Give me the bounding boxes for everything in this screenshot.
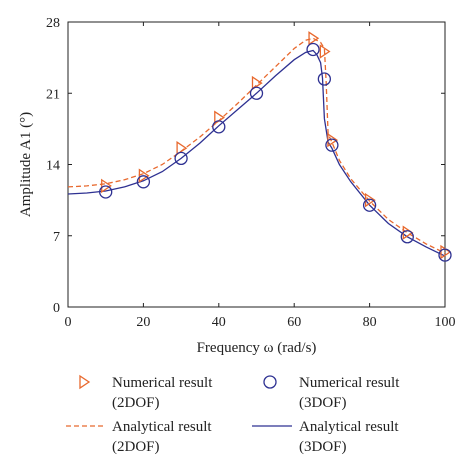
y-tick-label-21: 21 <box>46 87 60 102</box>
data-point-numerical-result-3dof-50 <box>249 86 264 100</box>
data-point-numerical-result-3dof-68 <box>317 72 332 86</box>
data-point-numerical-result-3dof-10 <box>99 185 113 199</box>
data-point-numerical-result-2dof-10 <box>101 178 112 194</box>
series-markers <box>99 31 452 262</box>
data-point-numerical-result-2dof-30 <box>176 140 188 156</box>
legend-label-numerical-3dof-line1: Numerical result <box>299 375 400 391</box>
legend-swatch-numerical-3dof <box>263 375 277 389</box>
y-tick-label-7: 7 <box>53 230 60 245</box>
legend-label-analytical-3dof-line2: (3DOF) <box>299 439 347 455</box>
data-point-numerical-result-2dof-50 <box>251 75 263 91</box>
data-point-numerical-result-2dof-65 <box>308 31 320 46</box>
x-tick-label-60: 60 <box>287 315 301 330</box>
data-point-numerical-result-3dof-90 <box>400 230 414 244</box>
legend-label-numerical-2dof-line2: (2DOF) <box>112 395 160 411</box>
data-point-numerical-result-3dof-30 <box>174 151 188 166</box>
legend-swatch-numerical-2dof <box>79 374 91 390</box>
legend-label-analytical-3dof-line1: Analytical result <box>299 419 399 435</box>
legend: Numerical result (2DOF) Numerical result… <box>66 374 400 455</box>
data-point-numerical-result-2dof-68 <box>319 44 331 59</box>
data-point-numerical-result-3dof-40 <box>212 120 226 134</box>
legend-label-analytical-2dof-line1: Analytical result <box>112 419 212 435</box>
data-point-numerical-result-3dof-20 <box>136 175 151 189</box>
legend-label-analytical-2dof-line2: (2DOF) <box>112 439 160 455</box>
y-axis-label: Amplitude A1 (°) <box>18 112 34 217</box>
legend-label-numerical-3dof-line2: (3DOF) <box>299 395 347 411</box>
x-tick-label-40: 40 <box>212 315 226 330</box>
y-tick-label-28: 28 <box>46 16 60 31</box>
plot-frame <box>67 21 446 308</box>
x-tick-label-80: 80 <box>363 315 377 330</box>
x-tick-label-0: 0 <box>65 315 72 330</box>
x-axis-label: Frequency ω (rad/s) <box>197 340 317 356</box>
legend-label-numerical-2dof-line1: Numerical result <box>112 375 213 391</box>
data-point-numerical-result-3dof-65 <box>306 42 320 57</box>
data-point-numerical-result-2dof-20 <box>138 168 150 183</box>
data-point-numerical-result-3dof-80 <box>362 198 377 212</box>
axis-ticks: 0 20 40 60 80 100 0 7 14 21 28 <box>46 16 456 330</box>
x-tick-label-100: 100 <box>435 315 456 330</box>
x-tick-label-20: 20 <box>136 315 150 330</box>
data-point-numerical-result-3dof-70 <box>325 138 339 152</box>
data-point-numerical-result-3dof-100 <box>438 248 452 262</box>
y-tick-label-14: 14 <box>46 159 60 174</box>
series-lines <box>67 37 446 257</box>
y-tick-label-0: 0 <box>53 301 60 316</box>
series-line-analytical-result-2dof <box>67 37 446 254</box>
series-line-analytical-result-3dof <box>67 49 446 257</box>
